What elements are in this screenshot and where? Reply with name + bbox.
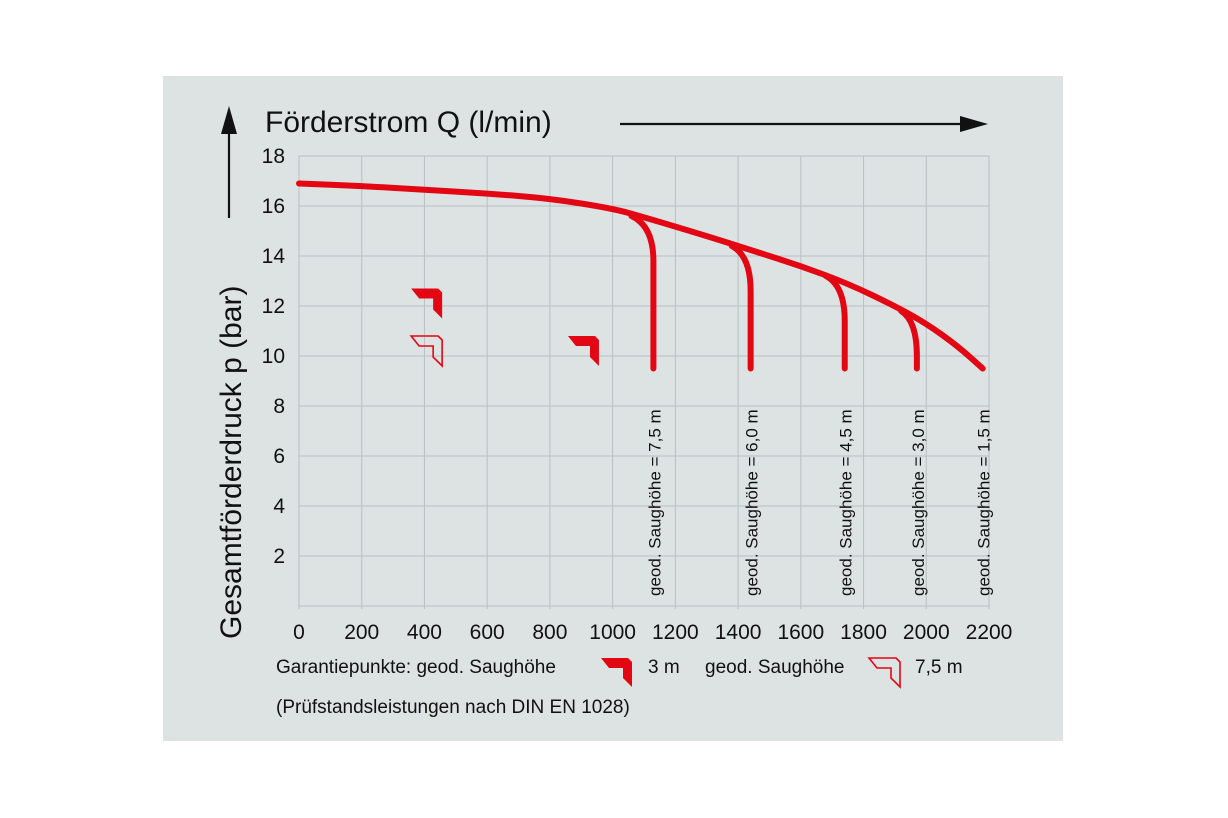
y-tick-label: 8 xyxy=(273,395,285,418)
y-tick-label: 18 xyxy=(262,145,285,168)
cutoff-branch-3 xyxy=(898,308,920,372)
x-tick-label: 800 xyxy=(532,621,567,644)
pump-curve-chart: 0 200 400 600 800 1000 1200 1400 1600 1800 2000 220… xyxy=(215,106,1013,718)
branch-label: geod. Saughöhe = 4,5 m xyxy=(837,409,856,596)
main-performance-curve xyxy=(296,180,986,372)
cutoff-branch-1 xyxy=(728,243,754,372)
x-tick-label: 1800 xyxy=(840,621,887,644)
x-tick-label: 1000 xyxy=(589,621,636,644)
legend-filled-marker xyxy=(601,658,632,687)
y-tick-label: 10 xyxy=(262,345,285,368)
x-tick-label: 2200 xyxy=(966,621,1013,644)
x-tick-label: 200 xyxy=(344,621,379,644)
y-tick-label: 14 xyxy=(262,245,286,268)
y-tick-label: 2 xyxy=(273,545,285,568)
branch-labels: geod. Saughöhe = 7,5 m geod. Saughöhe = 6… xyxy=(645,409,993,596)
x-tick-label: 600 xyxy=(470,621,505,644)
legend-outline-value: 7,5 m xyxy=(915,657,963,678)
guarantee-point-filled xyxy=(411,288,443,319)
chart-panel: 0 200 400 600 800 1000 1200 1400 1600 1800 2000 220… xyxy=(163,76,1063,741)
y-axis-title: Gesamtförderdruck p (bar) xyxy=(215,286,248,639)
y-tick-label: 6 xyxy=(273,445,285,468)
legend-note: (Prüfstandsleistungen nach DIN EN 1028) xyxy=(276,697,630,718)
y-tick-label: 12 xyxy=(262,295,285,318)
x-tick-label: 0 xyxy=(293,621,305,644)
branch-label: geod. Saughöhe = 3,0 m xyxy=(909,409,928,596)
x-tick-label: 2000 xyxy=(903,621,950,644)
legend-prefix: Garantiepunkte: geod. Saughöhe xyxy=(276,657,556,678)
x-tick-label: 1400 xyxy=(715,621,762,644)
x-tick-label: 1200 xyxy=(652,621,699,644)
cutoff-branch-0 xyxy=(628,213,657,372)
legend-outline-marker xyxy=(867,657,901,689)
branch-label: geod. Saughöhe = 7,5 m xyxy=(645,409,664,596)
x-axis-arrowhead xyxy=(960,116,988,132)
legend-outline-prefix: geod. Saughöhe xyxy=(705,657,844,678)
x-tick-label: 1600 xyxy=(777,621,824,644)
guarantee-point-outline xyxy=(409,335,443,368)
y-tick-label: 16 xyxy=(262,195,285,218)
legend-filled-value: 3 m xyxy=(648,657,680,678)
grid xyxy=(298,155,990,609)
guarantee-point-filled xyxy=(567,336,599,366)
series xyxy=(296,180,986,372)
y-tick-label: 4 xyxy=(273,495,285,518)
cutoff-branch-2 xyxy=(822,273,848,372)
tick-labels: 0 200 400 600 800 1000 1200 1400 1600 1800 2000 220… xyxy=(262,145,1013,644)
guarantee-markers xyxy=(409,288,599,368)
branch-label: geod. Saughöhe = 1,5 m xyxy=(975,409,994,596)
y-axis-arrowhead xyxy=(221,106,237,134)
x-axis-title: Förderstrom Q (l/min) xyxy=(265,106,552,139)
branch-label: geod. Saughöhe = 6,0 m xyxy=(743,409,762,596)
x-tick-label: 400 xyxy=(407,621,442,644)
